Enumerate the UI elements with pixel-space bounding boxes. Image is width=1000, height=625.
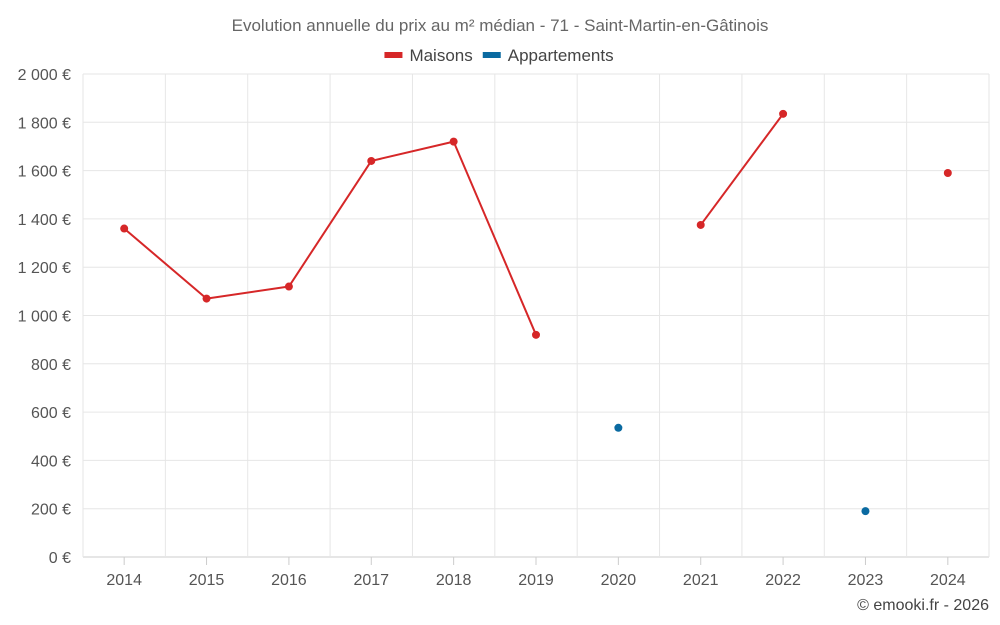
data-point <box>449 137 458 146</box>
x-tick-label: 2020 <box>601 572 637 589</box>
x-axis: 2014 2015 2016 2017 2018 2019 2020 2021 2022 2023… <box>106 557 966 589</box>
data-point <box>120 224 129 233</box>
legend-item-maisons: Maisons <box>384 46 473 65</box>
y-tick-label: 0 € <box>49 550 71 567</box>
x-tick-label: 2019 <box>518 572 554 589</box>
legend-label: Appartements <box>508 46 614 65</box>
series-layer <box>120 109 952 516</box>
legend-label: Maisons <box>409 46 472 65</box>
y-tick-label: 1 200 € <box>18 260 71 277</box>
y-tick-label: 1 600 € <box>18 164 71 181</box>
y-tick-label: 400 € <box>31 453 71 470</box>
x-tick-label: 2017 <box>353 572 389 589</box>
y-tick-label: 1 400 € <box>18 212 71 229</box>
y-tick-label: 1 000 € <box>18 309 71 326</box>
legend-swatch <box>482 52 501 58</box>
chart-legend: Maisons Appartements <box>384 46 614 65</box>
y-tick-label: 2 000 € <box>18 67 71 84</box>
x-tick-label: 2016 <box>271 572 307 589</box>
data-point <box>367 156 376 165</box>
x-tick-label: 2014 <box>106 572 142 589</box>
y-tick-label: 200 € <box>31 502 71 519</box>
series-line <box>699 113 784 226</box>
x-tick-label: 2024 <box>930 572 966 589</box>
x-tick-label: 2015 <box>189 572 225 589</box>
credit-text: © emooki.fr - 2026 <box>857 597 989 614</box>
data-point <box>943 169 952 178</box>
series-maisons <box>120 109 952 339</box>
data-point <box>202 294 211 303</box>
grid-lines <box>82 73 990 558</box>
chart-title: Evolution annuelle du prix au m² médian … <box>232 16 769 35</box>
series-appartements <box>614 423 870 516</box>
y-tick-label: 800 € <box>31 357 71 374</box>
legend-swatch <box>384 52 403 58</box>
y-axis: 0 € 200 € 400 € 600 € 800 € 1 000 € 1 200 € 1 4… <box>18 67 71 567</box>
data-point <box>861 507 870 516</box>
x-tick-label: 2018 <box>436 572 472 589</box>
data-point <box>532 330 540 339</box>
y-tick-label: 1 800 € <box>18 115 71 132</box>
data-point <box>779 109 788 118</box>
data-point <box>284 282 293 291</box>
y-tick-label: 600 € <box>31 405 71 422</box>
x-tick-label: 2021 <box>683 572 719 589</box>
x-tick-label: 2023 <box>848 572 884 589</box>
x-tick-label: 2022 <box>765 572 801 589</box>
data-point <box>696 220 705 229</box>
data-point <box>614 423 623 432</box>
legend-item-appartements: Appartements <box>482 46 614 65</box>
series-line <box>123 140 537 336</box>
